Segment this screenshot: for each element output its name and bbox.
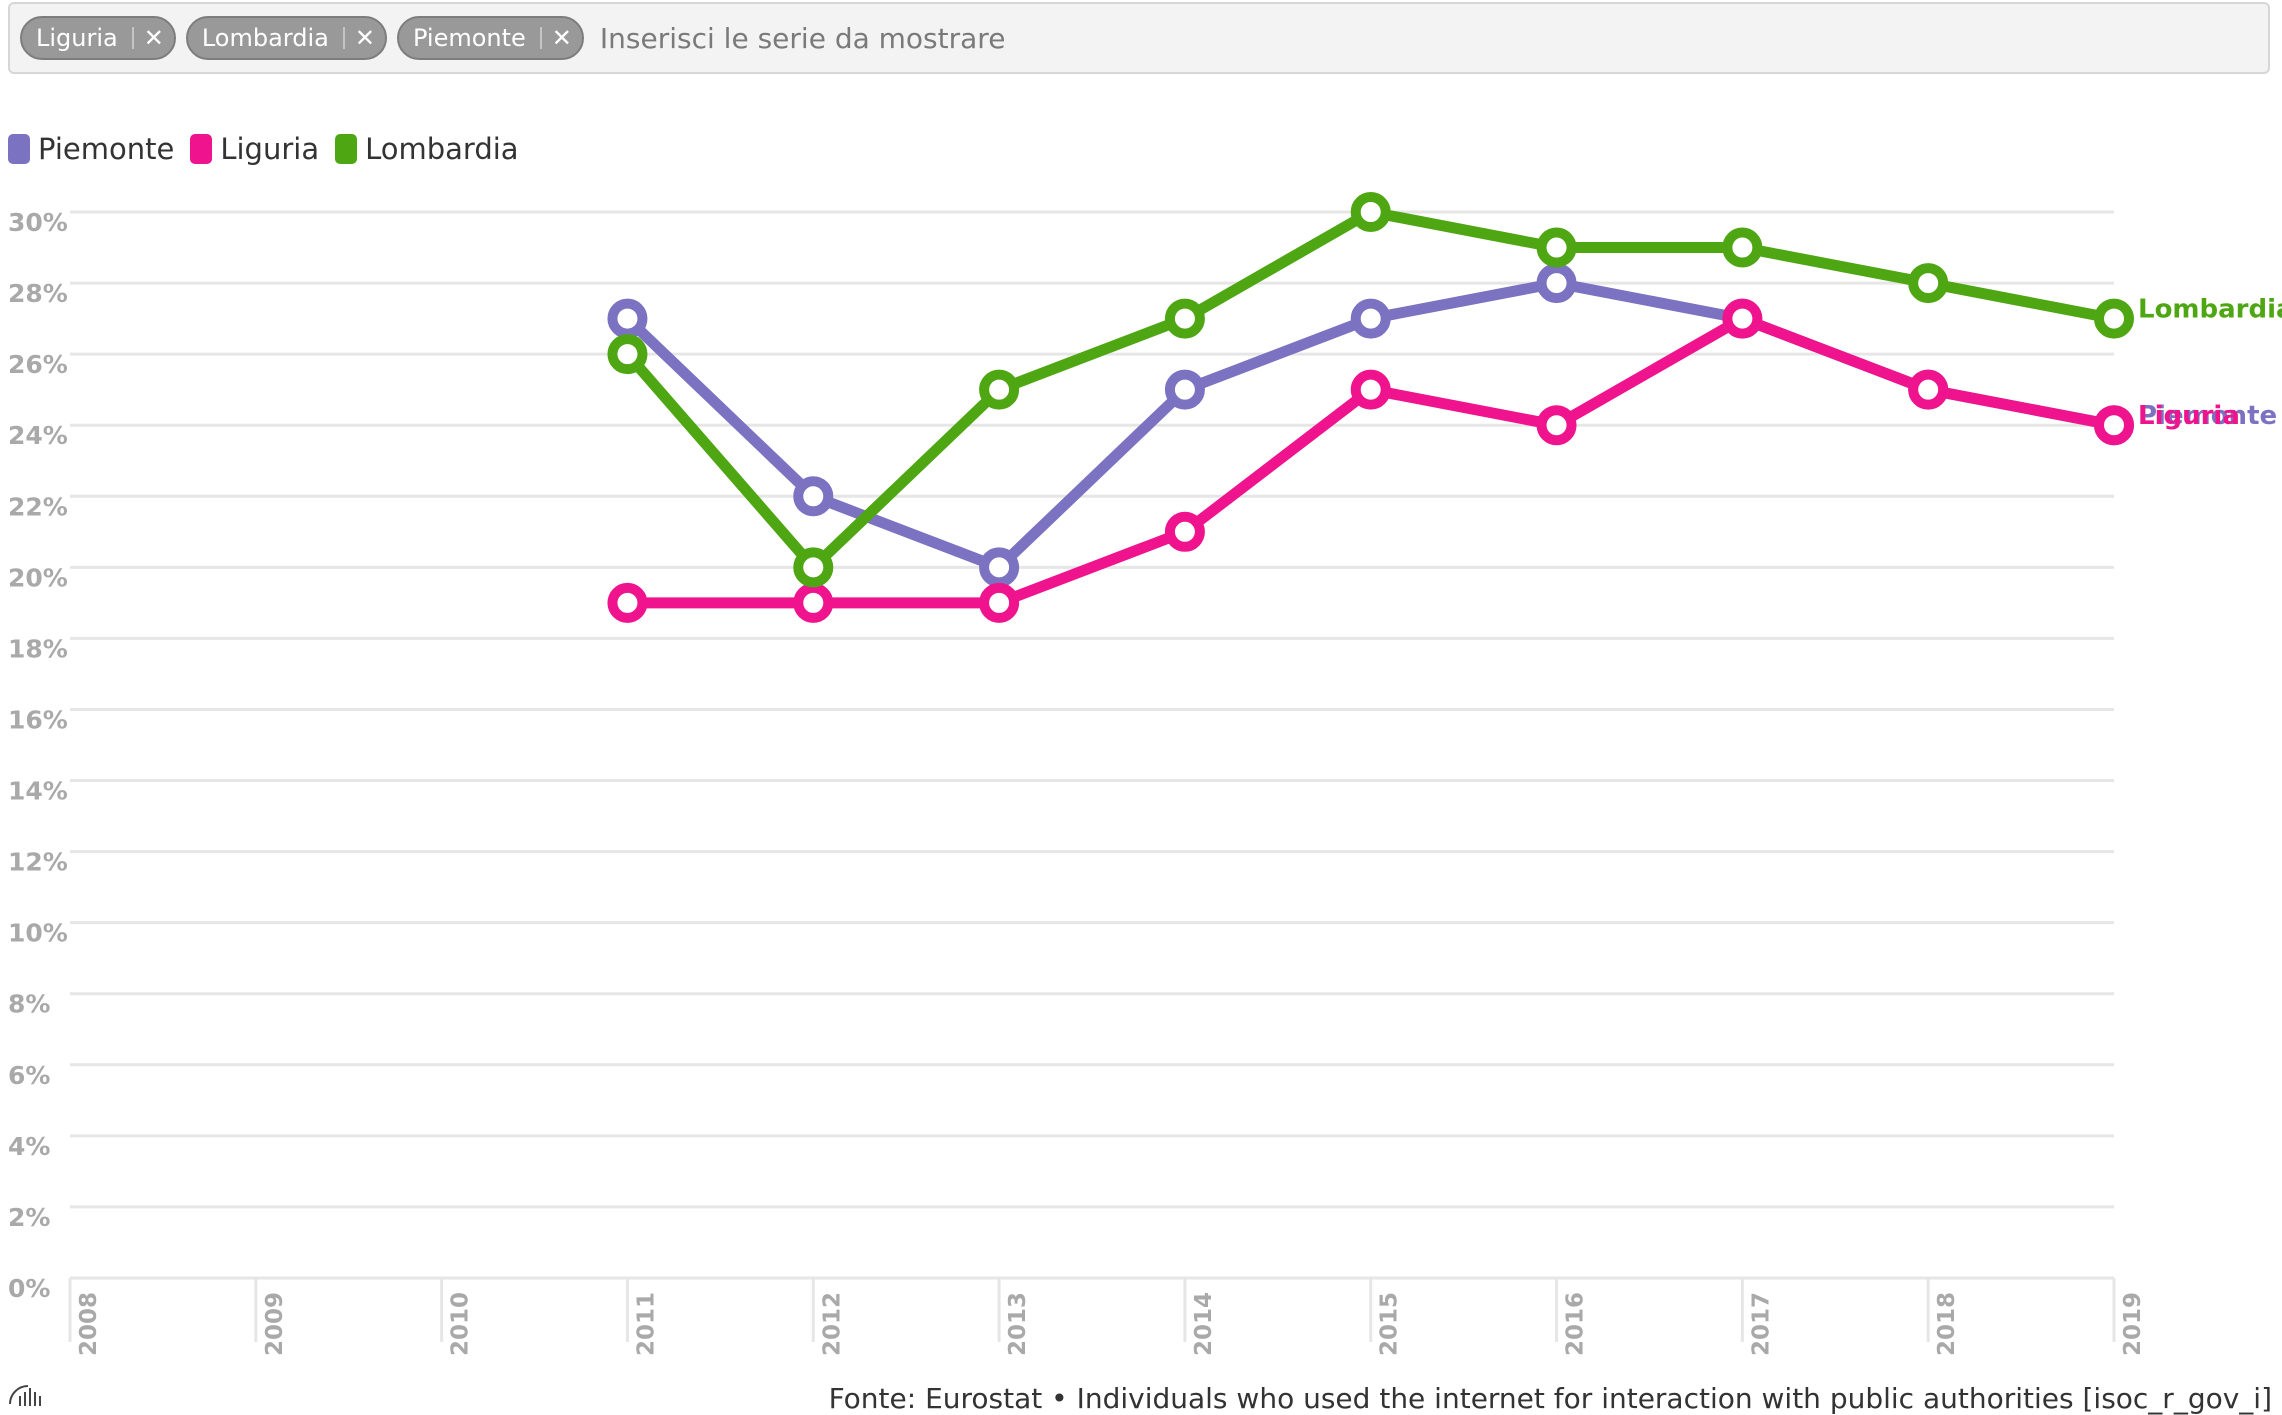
y-tick-label: 10% (8, 919, 68, 948)
chip-label: Piemonte (412, 24, 526, 52)
legend-label: Lombardia (365, 132, 519, 166)
data-point-lombardia (1164, 298, 1205, 339)
legend-item-liguria[interactable]: Liguria (190, 132, 319, 166)
close-icon[interactable]: ✕ (354, 24, 375, 52)
series-end-label: Piemonte (2138, 401, 2277, 431)
y-tick-label: 24% (8, 421, 68, 450)
y-tick-label: 6% (8, 1061, 50, 1090)
close-icon[interactable]: ✕ (551, 24, 572, 52)
series-search-input[interactable] (597, 12, 2268, 64)
data-point-piemonte (1350, 298, 1391, 339)
chip-divider (131, 27, 134, 49)
series-chip-lombardia: Lombardia ✕ (185, 16, 387, 60)
x-tick-label: 2013 (1005, 1292, 1031, 1356)
y-tick-label: 4% (8, 1132, 50, 1161)
data-point-liguria (1908, 369, 1949, 410)
data-point-lombardia (979, 369, 1020, 410)
data-point-liguria (1536, 405, 1577, 446)
legend-swatch (8, 134, 30, 164)
x-tick-label: 2011 (633, 1292, 659, 1356)
close-icon[interactable]: ✕ (143, 24, 164, 52)
y-tick-label: 22% (8, 492, 68, 521)
y-tick-label: 8% (8, 990, 50, 1019)
data-point-liguria (1722, 298, 1763, 339)
y-tick-label: 28% (8, 279, 68, 308)
chip-divider (539, 27, 542, 49)
data-point-liguria (1164, 511, 1205, 552)
x-tick-label: 2019 (2120, 1292, 2146, 1356)
data-point-liguria (2094, 405, 2134, 446)
data-point-lombardia (1350, 192, 1391, 232)
line-chart: 0% 2% 4% 6% 8% 10% 12% 14% 16% 18% 20% 22% 24% 26% 28%… (8, 192, 2282, 1356)
y-tick-label: 0% (8, 1274, 50, 1303)
y-tick-label: 12% (8, 848, 68, 877)
y-tick-label: 20% (8, 563, 68, 592)
data-point-lombardia (1908, 263, 1949, 304)
data-point-piemonte (793, 476, 834, 517)
legend-swatch (335, 134, 358, 164)
data-point-lombardia (607, 334, 648, 375)
data-point-liguria (979, 582, 1020, 623)
x-tick-label: 2012 (819, 1292, 845, 1356)
x-tick-label: 2015 (1377, 1292, 1403, 1356)
y-tick-label: 30% (8, 208, 68, 237)
y-tick-label: 16% (8, 705, 68, 734)
legend-label: Piemonte (38, 132, 175, 166)
data-point-piemonte (1164, 369, 1205, 410)
y-tick-label: 26% (8, 350, 68, 379)
chart-source: Fonte: Eurostat • Individuals who used t… (828, 1382, 2272, 1415)
chart-legend: Piemonte Liguria Lombardia (8, 132, 535, 166)
chip-label: Lombardia (201, 24, 329, 52)
chip-divider (342, 27, 345, 49)
chip-label: Liguria (36, 24, 118, 52)
legend-label: Liguria (220, 132, 320, 166)
legend-item-piemonte[interactable]: Piemonte (8, 132, 174, 166)
data-point-lombardia (1536, 227, 1577, 268)
series-line-liguria (621, 313, 2120, 609)
legend-item-lombardia[interactable]: Lombardia (335, 132, 519, 166)
x-tick-label: 2018 (1934, 1292, 1960, 1356)
x-tick-label: 2014 (1191, 1292, 1217, 1356)
data-point-piemonte (979, 547, 1020, 588)
x-tick-label: 2008 (76, 1292, 102, 1356)
logo-icon (9, 1385, 41, 1406)
series-end-label: Lombardia (2138, 295, 2282, 325)
data-point-lombardia (2094, 298, 2134, 339)
x-tick-label: 2017 (1748, 1292, 1774, 1356)
data-point-lombardia (793, 547, 834, 588)
y-tick-label: 2% (8, 1203, 50, 1232)
data-point-liguria (1350, 369, 1391, 410)
y-tick-label: 14% (8, 777, 68, 806)
legend-swatch (190, 134, 213, 164)
data-point-liguria (607, 582, 648, 623)
data-point-lombardia (1722, 227, 1763, 268)
data-point-piemonte (1536, 263, 1577, 304)
series-selector[interactable]: Liguria ✕ Lombardia ✕ Piemonte ✕ (8, 2, 2270, 74)
x-tick-label: 2016 (1563, 1292, 1589, 1356)
data-point-liguria (793, 582, 834, 623)
series-end-label: Liguria (2138, 401, 2240, 431)
data-point-piemonte (607, 298, 648, 339)
series-chip-piemonte: Piemonte ✕ (396, 16, 584, 60)
series-chip-liguria: Liguria ✕ (20, 16, 176, 60)
x-tick-label: 2010 (448, 1292, 474, 1356)
x-tick-label: 2009 (262, 1292, 288, 1356)
y-tick-label: 18% (8, 634, 68, 663)
